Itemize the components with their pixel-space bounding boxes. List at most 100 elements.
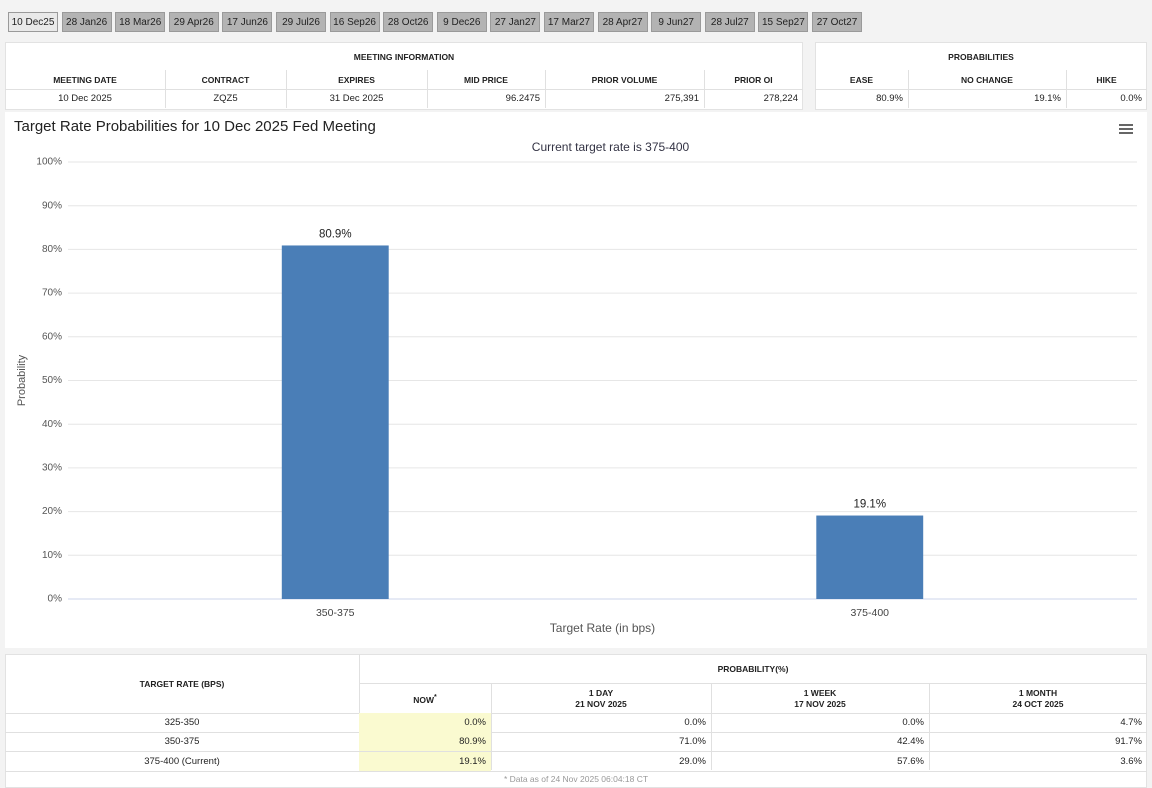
- column-label: 1 DAY: [588, 687, 614, 698]
- divider: [815, 89, 1147, 90]
- data-label: 80.9%: [319, 228, 352, 240]
- tab[interactable]: 29 Jul26: [276, 12, 326, 32]
- menu-button[interactable]: [1116, 120, 1136, 138]
- cell: 275,391: [664, 93, 699, 104]
- column-header: NOW*: [359, 684, 491, 713]
- cell: 325-350: [164, 717, 200, 728]
- tab[interactable]: 27 Oct27: [812, 12, 862, 32]
- cell: 0.0%: [902, 717, 924, 728]
- divider: [711, 684, 712, 770]
- cell: 42.4%: [897, 736, 924, 748]
- bar: [816, 515, 924, 599]
- tab[interactable]: 18 Mar26: [115, 12, 166, 32]
- y-tick-label: 40%: [42, 419, 62, 430]
- cell: 31 Dec 2025: [329, 93, 384, 104]
- cell: 3.6%: [1120, 755, 1142, 767]
- divider: [5, 770, 1147, 772]
- cell: 57.6%: [897, 755, 924, 767]
- meeting-panel: [5, 42, 803, 110]
- tab[interactable]: 28 Oct26: [383, 12, 434, 32]
- column-header: EASE: [849, 74, 874, 85]
- divider: [359, 654, 360, 770]
- column-header: 1 WEEK 17 NOV 2025: [711, 684, 929, 713]
- column-header: 1 MONTH 24 OCT 2025: [929, 684, 1147, 713]
- chart-panel: [5, 112, 1147, 648]
- column-header: MEETING DATE: [53, 74, 117, 85]
- column-label: 1 MONTH: [1018, 687, 1058, 698]
- y-tick-label: 50%: [42, 375, 62, 386]
- cell: ZQZ5: [213, 93, 238, 104]
- cell: 80.9%: [876, 93, 903, 104]
- cell: 10 Dec 2025: [58, 93, 112, 104]
- tab[interactable]: 15 Sep27: [758, 12, 809, 32]
- tab[interactable]: 17 Mar27: [544, 12, 594, 32]
- cell: 0.0%: [359, 713, 491, 732]
- y-tick-label: 0%: [48, 594, 63, 605]
- column-date: 24 OCT 2025: [1012, 698, 1064, 709]
- column-header: CONTRACT: [201, 74, 250, 85]
- cell: 96.2475: [505, 93, 540, 104]
- cell: 29.0%: [679, 755, 706, 767]
- section-title: PROBABILITIES: [948, 52, 1014, 62]
- cell: 350-375: [164, 736, 200, 748]
- y-tick-label: 30%: [42, 463, 62, 474]
- divider: [929, 684, 930, 770]
- cell: 375-400 (Current): [144, 755, 220, 767]
- bar: [281, 245, 389, 600]
- cell: 4.7%: [1120, 717, 1142, 728]
- column-label: 1 WEEK: [803, 687, 837, 698]
- column-header: MID PRICE: [464, 74, 508, 85]
- column-header: EXPIRES: [338, 74, 375, 85]
- cell: 0.0%: [1120, 93, 1142, 104]
- tab[interactable]: 9 Dec26: [436, 12, 487, 32]
- probabilities-panel: [815, 42, 1147, 110]
- tab[interactable]: 16 Sep26: [329, 12, 380, 32]
- column-group-header: PROBABILITY(%): [717, 664, 789, 674]
- tab[interactable]: 9 Jun27: [651, 12, 702, 32]
- cell: 91.7%: [1115, 736, 1142, 748]
- menu-bar: [1119, 132, 1133, 134]
- x-tick-label: 350-375: [316, 607, 355, 619]
- column-label: NOW*: [413, 693, 437, 705]
- section-title: MEETING INFORMATION: [353, 52, 455, 62]
- column-date: 21 NOV 2025: [575, 698, 627, 709]
- x-tick-label: 375-400: [850, 607, 889, 619]
- tab[interactable]: 17 Jun26: [222, 12, 273, 32]
- chart-subtitle: Current target rate is 375-400: [532, 140, 690, 154]
- tab[interactable]: 27 Jan27: [490, 12, 541, 32]
- y-tick-label: 100%: [36, 157, 62, 168]
- y-tick-label: 90%: [42, 200, 62, 211]
- column-date: 17 NOV 2025: [794, 698, 846, 709]
- chart-title: Target Rate Probabilities for 10 Dec 202…: [14, 118, 376, 135]
- footnote: * Data as of 24 Nov 2025 06:04:18 CT: [503, 774, 649, 784]
- column-header: TARGET RATE (BPS): [139, 679, 225, 689]
- tab[interactable]: 28 Jan26: [61, 12, 112, 32]
- column-header: 1 DAY 21 NOV 2025: [491, 684, 711, 713]
- divider: [5, 732, 1147, 733]
- y-tick-label: 10%: [42, 550, 62, 561]
- column-header: PRIOR OI: [734, 74, 773, 85]
- divider: [491, 684, 492, 770]
- cell: 19.1%: [359, 751, 491, 771]
- tab[interactable]: 28 Apr27: [597, 12, 648, 32]
- cell: 80.9%: [359, 732, 491, 752]
- y-tick-label: 70%: [42, 288, 62, 299]
- divider: [359, 683, 1147, 684]
- divider: [5, 751, 1147, 753]
- y-tick-label: 80%: [42, 244, 62, 255]
- cell: 19.1%: [1034, 93, 1061, 104]
- y-axis-title: Probability: [16, 354, 28, 406]
- menu-bar: [1119, 124, 1133, 126]
- tab[interactable]: 29 Apr26: [168, 12, 219, 32]
- column-header: HIKE: [1096, 74, 1117, 85]
- cell: 71.0%: [679, 736, 706, 748]
- data-label: 19.1%: [853, 499, 886, 511]
- y-tick-label: 20%: [42, 506, 62, 517]
- tab[interactable]: 28 Jul27: [704, 12, 755, 32]
- divider: [5, 713, 1147, 714]
- column-header: NO CHANGE: [961, 74, 1013, 85]
- tab[interactable]: 10 Dec25: [8, 12, 58, 32]
- cell: 278,224: [763, 93, 798, 104]
- menu-bar: [1119, 128, 1133, 130]
